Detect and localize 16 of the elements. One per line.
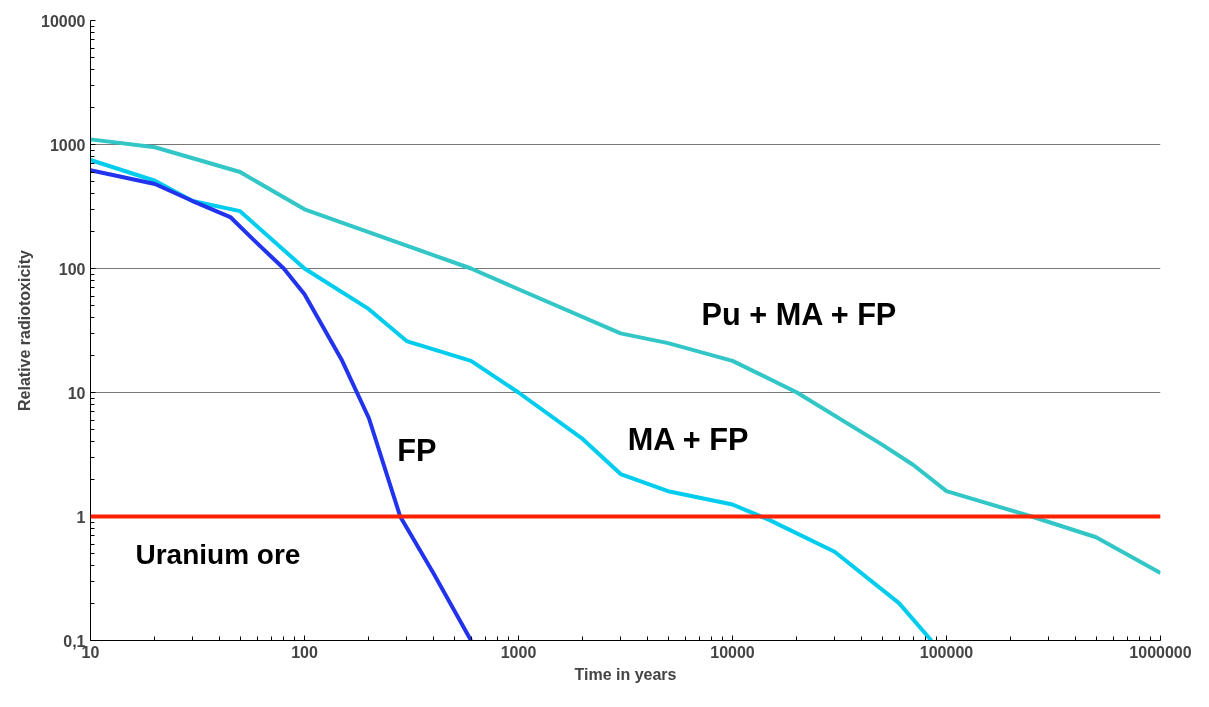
- y-tick-label: 10: [67, 384, 86, 402]
- x-tick-label: 1000: [500, 643, 537, 661]
- x-tick-label: 10000: [710, 643, 755, 661]
- y-tick-label: 10000: [41, 12, 86, 30]
- x-tick-label: 100: [291, 643, 318, 661]
- x-axis-title: Time in years: [574, 665, 677, 683]
- ref-line-label: Uranium ore: [135, 538, 301, 570]
- y-tick-label: 100: [58, 260, 86, 278]
- y-tick-label: 1000: [49, 136, 86, 154]
- x-tick-label: 1000000: [1129, 643, 1192, 661]
- series-label: Pu + MA + FP: [701, 296, 897, 331]
- series-label: FP: [397, 433, 437, 468]
- y-tick-label: 1: [76, 508, 86, 526]
- x-tick-label: 100000: [919, 643, 974, 661]
- y-axis-title: Relative radiotoxicity: [16, 249, 34, 411]
- series-label: MA + FP: [627, 422, 749, 457]
